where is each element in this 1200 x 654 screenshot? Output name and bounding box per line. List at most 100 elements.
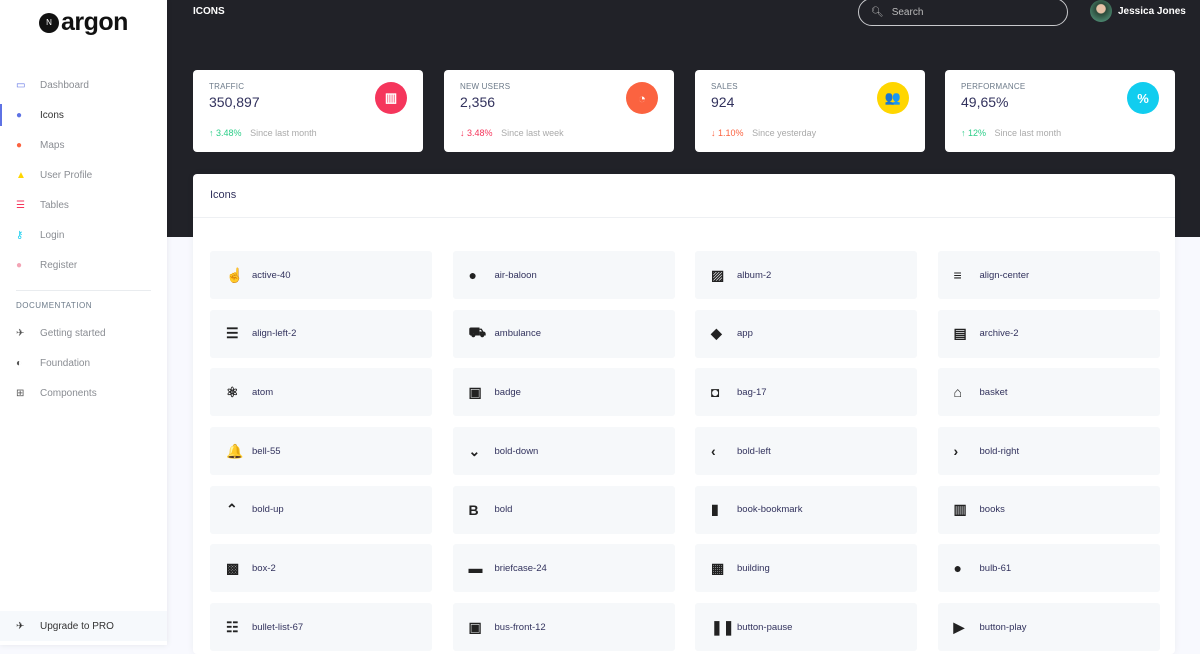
bullet-list-icon: ☰	[16, 199, 25, 211]
sidebar-item-login[interactable]: ⚷ Login	[0, 220, 167, 250]
icon-tile-books[interactable]: ▥ books	[937, 485, 1160, 534]
percent-icon: %	[1127, 82, 1159, 114]
users-icon: 👥	[877, 82, 909, 114]
icon-tile-basket[interactable]: ⌂ basket	[937, 368, 1160, 417]
spaceship-icon: ✈	[16, 327, 25, 339]
arrow-down-icon: ↓	[711, 128, 716, 138]
logo-mark: N	[39, 12, 59, 33]
icon-tile-air-baloon[interactable]: ● air-baloon	[452, 251, 675, 299]
icon-tile-bell-55[interactable]: 🔔 bell-55	[210, 427, 432, 476]
icon-tile-align-left-2[interactable]: ☰ align-left-2	[210, 309, 432, 358]
icon-tile-album-2[interactable]: ▨ album-2	[695, 251, 917, 299]
bus-front-12-icon: ▣	[468, 618, 482, 635]
icons-grid: ☝ active-40 ● air-baloon ▨ album-2 ≡ ali…	[210, 251, 1160, 652]
stat-footer: ↓ 1.10% Since yesterday	[711, 128, 816, 138]
icon-tile-badge[interactable]: ▣ badge	[452, 368, 675, 417]
sidebar-item-foundation[interactable]: ◐ Foundation	[0, 348, 167, 378]
palette-icon: ◐	[16, 357, 23, 369]
album-2-icon: ▨	[711, 266, 725, 283]
stat-value: 49,65%	[961, 94, 1009, 110]
books-icon: ▥	[953, 501, 967, 518]
icon-name: bus-front-12	[494, 621, 546, 633]
sidebar-item-icons[interactable]: ● Icons	[0, 100, 167, 130]
icon-name: bulb-61	[979, 562, 1012, 574]
stat-footer: ↑ 3.48% Since last month	[209, 128, 317, 138]
icon-tile-bag-17[interactable]: ◘ bag-17	[695, 368, 917, 417]
arrow-up-icon: ↑	[209, 128, 214, 138]
icon-name: bold-down	[494, 445, 539, 457]
sidebar: N argon ▭ Dashboard ● Icons ● Maps ▲ Use…	[0, 0, 167, 645]
key-icon: ⚷	[16, 229, 24, 241]
icon-name: building	[737, 562, 770, 574]
icon-name: ambulance	[494, 328, 541, 340]
icon-tile-box-2[interactable]: ▩ box-2	[210, 544, 432, 593]
icon-tile-ambulance[interactable]: ⛟ ambulance	[452, 309, 675, 358]
icon-tile-bold[interactable]: B bold	[452, 485, 675, 534]
icon-name: align-center	[979, 269, 1030, 281]
icon-tile-active-40[interactable]: ☝ active-40	[210, 251, 432, 299]
sidebar-item-label: Login	[40, 229, 65, 241]
stat-footer: ↑ 12% Since last month	[961, 128, 1061, 138]
sidebar-item-label: Getting started	[40, 327, 106, 339]
sidebar-item-label: Icons	[40, 109, 64, 121]
stat-change: 3.48%	[216, 128, 242, 138]
icon-name: book-bookmark	[737, 504, 803, 516]
icon-name: align-left-2	[252, 328, 297, 340]
briefcase-24-icon: ▬	[468, 560, 483, 577]
icon-tile-bold-up[interactable]: ⌃ bold-up	[210, 485, 432, 534]
icon-name: bold-left	[737, 445, 771, 457]
icon-tile-bold-right[interactable]: › bold-right	[937, 427, 1160, 476]
arrow-up-icon: ↑	[961, 128, 966, 138]
icon-tile-atom[interactable]: ⚛ atom	[210, 368, 432, 417]
icon-tile-bulb-61[interactable]: ● bulb-61	[937, 544, 1160, 593]
bold-up-icon: ⌃	[226, 501, 238, 518]
icon-tile-bullet-list-67[interactable]: ☷ bullet-list-67	[210, 603, 432, 652]
stat-card-sales: SALES 924 👥 ↓ 1.10% Since yesterday	[695, 70, 925, 152]
book-bookmark-icon: ▮	[711, 501, 719, 518]
logo-text: argon	[61, 8, 128, 36]
sidebar-item-label: Tables	[40, 199, 69, 211]
upgrade-to-pro-button[interactable]: ✈ Upgrade to PRO	[0, 611, 167, 641]
bold-right-icon: ›	[953, 443, 959, 460]
icon-name: bold-up	[252, 504, 284, 516]
sidebar-item-tables[interactable]: ☰ Tables	[0, 190, 167, 220]
icon-tile-bold-down[interactable]: ⌄ bold-down	[452, 427, 675, 476]
app-icon: ◆	[711, 325, 722, 342]
sidebar-item-user-profile[interactable]: ▲ User Profile	[0, 160, 167, 190]
icon-tile-bold-left[interactable]: ‹ bold-left	[695, 427, 917, 476]
stat-value: 2,356	[460, 94, 496, 110]
icon-tile-building[interactable]: ▦ building	[695, 544, 917, 593]
icon-name: archive-2	[979, 328, 1019, 340]
user-icon: ▲	[16, 169, 26, 181]
icon-tile-button-pause[interactable]: ❚❚ button-pause	[695, 603, 917, 652]
active-40-icon: ☝	[226, 266, 244, 283]
icon-name: air-baloon	[494, 269, 537, 281]
sidebar-item-components[interactable]: ⊞ Components	[0, 378, 167, 408]
search-input[interactable]: 🔍︎ Search	[858, 0, 1068, 26]
tv-icon: ▭	[16, 79, 26, 91]
icon-tile-app[interactable]: ◆ app	[695, 309, 917, 358]
atom-icon: ⚛	[226, 383, 239, 400]
icon-tile-align-center[interactable]: ≡ align-center	[937, 251, 1160, 299]
user-menu[interactable]: Jessica Jones	[1090, 0, 1186, 22]
sidebar-item-getting-started[interactable]: ✈ Getting started	[0, 318, 167, 348]
icon-name: books	[979, 504, 1005, 516]
sidebar-item-label: Register	[40, 259, 78, 271]
icon-tile-archive-2[interactable]: ▤ archive-2	[937, 309, 1160, 358]
avatar	[1090, 0, 1112, 22]
sidebar-item-dashboard[interactable]: ▭ Dashboard	[0, 70, 167, 100]
icon-tile-bus-front-12[interactable]: ▣ bus-front-12	[452, 603, 675, 652]
icon-tile-button-play[interactable]: ▶ button-play	[937, 603, 1160, 652]
sidebar-item-register[interactable]: ● Register	[0, 250, 167, 280]
stat-note: Since last month	[250, 128, 317, 138]
icon-tile-briefcase-24[interactable]: ▬ briefcase-24	[452, 544, 675, 593]
icon-name: briefcase-24	[494, 562, 547, 574]
icon-tile-book-bookmark[interactable]: ▮ book-bookmark	[695, 485, 917, 534]
brand-logo[interactable]: N argon	[39, 8, 128, 37]
icons-card: Icons ☝ active-40 ● air-baloon ▨ album-2…	[193, 174, 1175, 654]
stat-card-traffic: TRAFFIC 350,897 ▥ ↑ 3.48% Since last mon…	[193, 70, 423, 152]
spaceship-icon: ✈	[16, 620, 25, 632]
page-title[interactable]: ICONS	[193, 6, 225, 17]
bold-icon: B	[468, 501, 479, 518]
sidebar-item-maps[interactable]: ● Maps	[0, 130, 167, 160]
